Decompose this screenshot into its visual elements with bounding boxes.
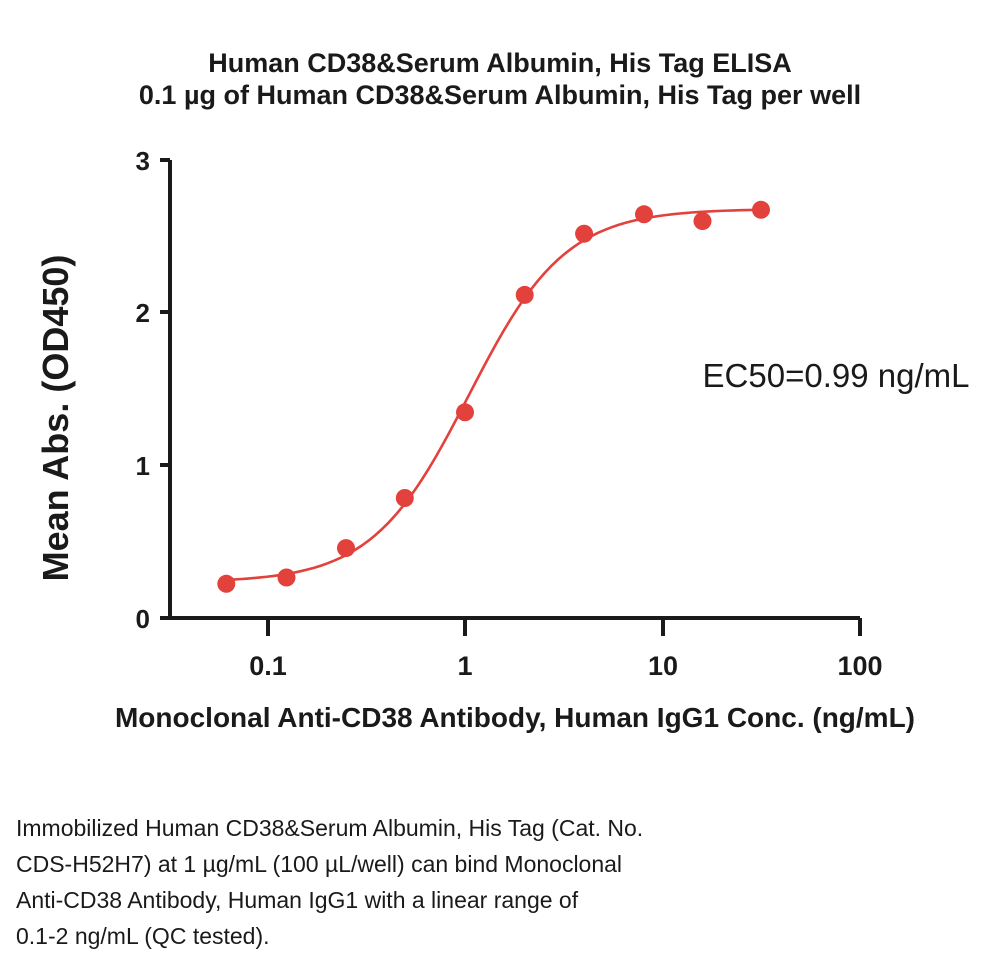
svg-text:Mean Abs. (OD450): Mean Abs. (OD450) [35,255,76,582]
svg-text:0: 0 [136,604,150,634]
svg-text:Monoclonal Anti-CD38 Antibody,: Monoclonal Anti-CD38 Antibody, Human IgG… [115,702,915,733]
svg-text:EC50=0.99 ng/mL: EC50=0.99 ng/mL [703,357,970,394]
svg-text:0.1: 0.1 [249,651,287,681]
svg-text:1: 1 [136,451,150,481]
svg-text:3: 3 [136,146,150,176]
svg-text:2: 2 [136,298,150,328]
svg-text:1: 1 [457,651,472,681]
svg-text:10: 10 [648,651,678,681]
svg-text:100: 100 [837,651,882,681]
